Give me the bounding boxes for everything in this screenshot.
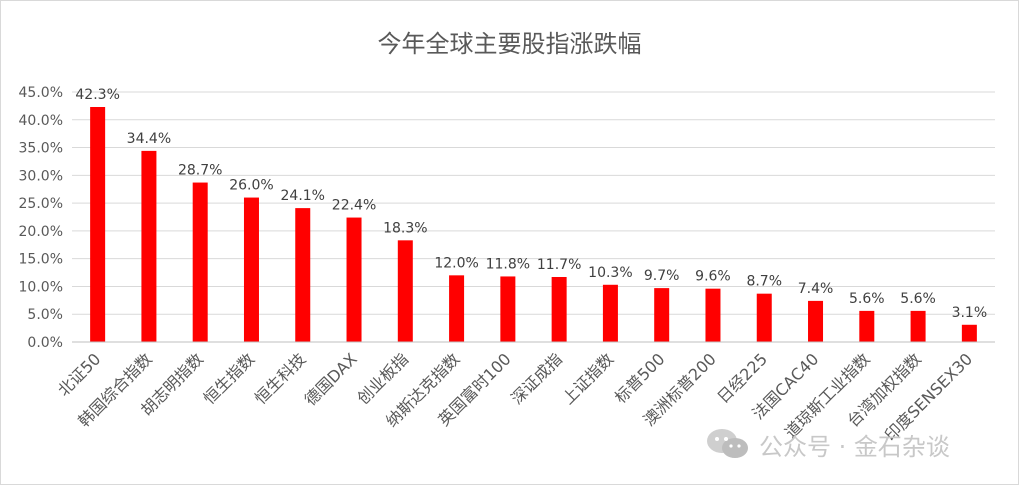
bar xyxy=(859,310,875,342)
x-tick-label: 北证50 xyxy=(54,349,104,399)
watermark: 公众号 · 金石杂谈 xyxy=(705,426,950,462)
bar xyxy=(346,217,362,342)
bar xyxy=(90,107,106,342)
data-label: 28.7% xyxy=(178,163,222,179)
x-tick-label: 德国DAX xyxy=(301,349,361,409)
data-label: 12.0% xyxy=(434,255,478,271)
bar xyxy=(243,197,259,342)
y-tick-label: 45.0% xyxy=(19,85,63,101)
bar xyxy=(295,208,311,342)
y-tick-label: 0.0% xyxy=(27,335,63,351)
bar xyxy=(551,277,567,342)
data-label: 18.3% xyxy=(383,220,427,236)
data-label: 34.4% xyxy=(127,131,171,147)
chart-title: 今年全球主要股指涨跌幅 xyxy=(377,30,642,58)
data-label: 8.7% xyxy=(746,274,782,290)
y-tick-label: 20.0% xyxy=(19,224,63,240)
bar xyxy=(141,150,157,342)
data-label: 11.7% xyxy=(537,257,581,273)
data-label: 42.3% xyxy=(75,87,119,103)
data-label: 7.4% xyxy=(798,281,834,297)
bar xyxy=(808,300,824,342)
data-label: 5.6% xyxy=(849,291,885,307)
bar xyxy=(449,275,465,342)
data-label: 5.6% xyxy=(900,291,936,307)
y-tick-label: 30.0% xyxy=(19,168,63,184)
data-label: 3.1% xyxy=(952,305,988,321)
data-label: 24.1% xyxy=(281,188,325,204)
bar xyxy=(397,240,413,342)
bar xyxy=(910,310,926,342)
data-label: 22.4% xyxy=(332,198,376,214)
x-tick-label: 恒生指数 xyxy=(200,349,259,408)
y-tick-label: 10.0% xyxy=(19,279,63,295)
bar xyxy=(756,293,772,342)
watermark-text: 公众号 · 金石杂谈 xyxy=(759,432,950,461)
bar xyxy=(705,288,721,342)
data-label: 11.8% xyxy=(486,256,530,272)
wechat-icon xyxy=(705,427,751,461)
y-tick-label: 40.0% xyxy=(19,113,63,129)
y-tick-label: 35.0% xyxy=(19,141,63,157)
y-tick-label: 25.0% xyxy=(19,196,63,212)
bar xyxy=(961,324,977,342)
y-tick-label: 5.0% xyxy=(27,307,63,323)
x-tick-label: 深证成指 xyxy=(507,349,566,408)
y-tick-label: 15.0% xyxy=(19,252,63,268)
bar xyxy=(654,288,670,342)
x-tick-label: 上证指数 xyxy=(559,349,618,408)
data-label: 9.7% xyxy=(644,268,680,284)
x-tick-label: 恒生科技 xyxy=(251,349,310,408)
bar xyxy=(192,182,208,342)
bar xyxy=(500,276,516,342)
bar xyxy=(602,284,618,342)
data-label: 10.3% xyxy=(588,265,632,281)
data-label: 9.6% xyxy=(695,269,731,285)
data-label: 26.0% xyxy=(229,178,273,194)
